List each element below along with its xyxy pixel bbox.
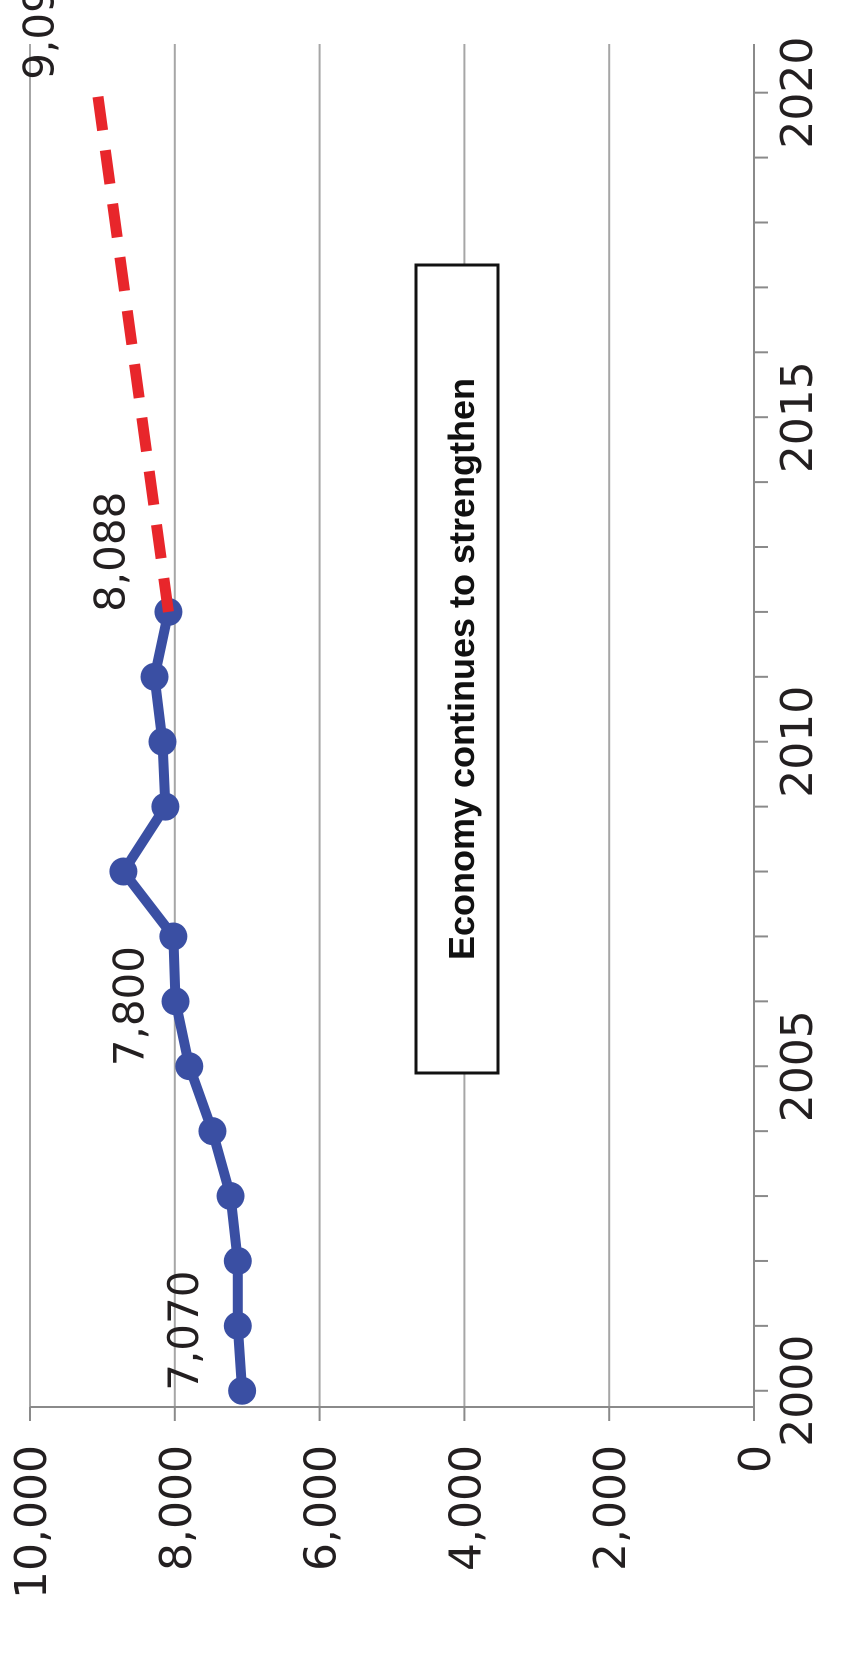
data-point (175, 1052, 204, 1081)
y-tick-label: 8,000 (151, 1445, 202, 1571)
annotation-box: Economy continues to strengthen (414, 263, 500, 1075)
forecast-line (90, 78, 174, 613)
tick-labels: 2000 2005 2010 2015 2020 10,000 8,000 6,000 4,00… (6, 37, 823, 1599)
x-tick-label: 2000 (772, 1335, 823, 1447)
data-point (223, 1246, 252, 1275)
y-tick-label: 0 (730, 1445, 781, 1473)
y-tick-label: 4,000 (440, 1445, 491, 1571)
data-point (228, 1376, 257, 1405)
data-labels: 7,070 7,800 8,088 9,093 (15, 0, 208, 1391)
data-point (198, 1117, 227, 1146)
data-point (223, 1311, 252, 1340)
data-label: 7,070 (159, 1271, 208, 1391)
data-point (151, 792, 180, 821)
data-point (140, 662, 169, 691)
data-point (161, 987, 190, 1016)
y-tick-label: 2,000 (585, 1445, 636, 1571)
data-point (148, 727, 177, 756)
data-label: 8,088 (85, 492, 134, 612)
grid-lines (29, 44, 755, 1407)
data-point (159, 922, 188, 951)
data-point (216, 1182, 245, 1211)
x-tick-label: 2010 (772, 686, 823, 798)
y-tick-label: 10,000 (6, 1445, 57, 1599)
x-tick-label: 2020 (772, 37, 823, 149)
y-tick-label: 6,000 (296, 1445, 347, 1571)
annotation-text: Economy continues to strengthen (441, 378, 482, 960)
data-label: 7,800 (104, 946, 153, 1066)
data-point (109, 857, 138, 886)
chart-series (90, 78, 257, 1405)
chart-axes (29, 44, 768, 1421)
x-tick-label: 2015 (772, 361, 823, 473)
x-tick-label: 2005 (772, 1010, 823, 1122)
data-label: 9,093 (15, 0, 64, 80)
